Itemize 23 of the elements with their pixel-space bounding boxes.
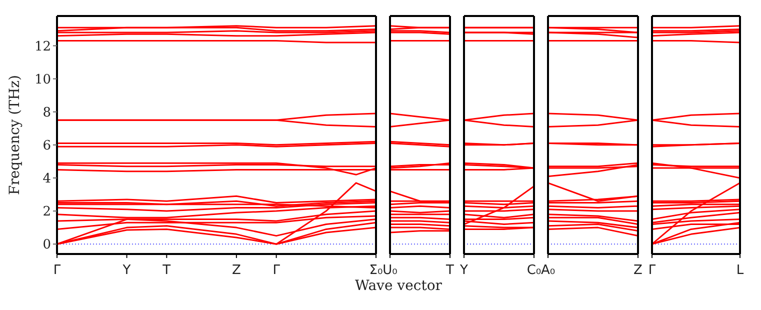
x-tick-label: Y [459,263,468,278]
x-tick-label: Σ₀ [369,263,383,278]
y-tick-label: 4 [42,172,51,187]
x-tick-label: T [445,263,454,278]
x-tick-label: T [162,263,171,278]
x-tick-label: A₀ [540,263,556,278]
x-tick-label: Z [232,263,241,278]
x-tick-label: U₀ [382,263,398,278]
x-tick-label: Γ [53,263,62,278]
x-tick-label: Y [122,263,131,278]
y-axis-title: Frequency (THz) [6,74,23,196]
x-tick-label: C₀ [526,263,542,278]
x-tick-label: Γ [272,263,281,278]
y-tick-label: 10 [34,72,51,88]
x-tick-label: Γ [648,263,656,278]
y-tick-label: 12 [34,39,51,54]
x-axis-title: Wave vector [354,278,443,294]
x-tick-label: L [736,263,744,278]
x-tick-label: Z [634,263,643,278]
y-tick-label: 8 [42,105,51,120]
y-tick-label: 6 [42,138,51,154]
y-tick-label: 2 [42,204,51,220]
y-tick-label: 0 [42,238,51,253]
